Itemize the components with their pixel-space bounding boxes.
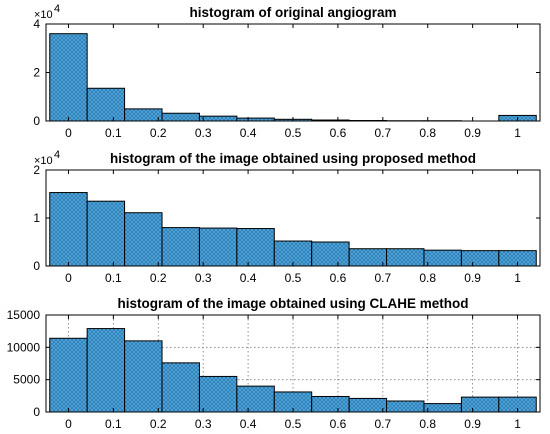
x-tick-label: 0.3	[195, 417, 212, 431]
x-tick-label: 1	[514, 126, 521, 140]
x-tick-label: 0.1	[105, 417, 122, 431]
histogram-bar	[236, 228, 275, 267]
y-tick-label: 15000	[7, 308, 41, 322]
x-tick-label: 0.9	[464, 417, 481, 431]
x-tick-label: 1	[514, 271, 521, 285]
y-tick-label: 10000	[7, 340, 41, 354]
y-axis-multiplier: ×10	[34, 155, 53, 167]
x-tick-label: 0.5	[285, 417, 302, 431]
histogram-bar	[124, 212, 163, 267]
x-tick-label: 0.8	[419, 126, 436, 140]
chart-title: histogram of the image obtained using pr…	[110, 151, 476, 166]
histogram-panel-3: 0 0.1 0.2 0.3 0.4 0.5 0.6 0.7 0.8 0.9 1 0 5000 10000 1…	[7, 296, 541, 431]
x-tick-label: 1	[514, 417, 521, 431]
histogram-bar	[124, 108, 163, 122]
x-tick-label: 0.1	[105, 126, 122, 140]
histogram-bar	[386, 248, 425, 267]
histogram-panel-2: 0 0.1 0.2 0.3 0.4 0.5 0.6 0.7 0.8 0.9 1 0 1 2×10 4 hist…	[33, 149, 541, 285]
histogram-bar	[86, 200, 126, 267]
x-tick-label: 0.2	[150, 271, 167, 285]
histogram-bar	[161, 362, 200, 413]
x-tick-label: 0.6	[330, 271, 347, 285]
x-tick-label: 0	[65, 126, 72, 140]
histogram-bar	[273, 240, 313, 267]
chart-title: histogram of original angiogram	[189, 5, 396, 20]
histogram-bar	[423, 403, 462, 413]
y-axis-multiplier-exponent: 4	[54, 149, 60, 161]
x-tick-label: 0.2	[150, 126, 167, 140]
x-tick-label: 0	[65, 417, 72, 431]
y-tick-label: 2	[33, 66, 40, 80]
histogram-bar	[460, 250, 500, 267]
x-tick-label: 0.4	[240, 417, 257, 431]
histogram-bar	[348, 248, 388, 267]
y-tick-label: 5000	[13, 373, 40, 387]
x-tick-label: 0.7	[374, 417, 391, 431]
x-tick-label: 0.6	[330, 126, 347, 140]
histogram-bar	[124, 340, 163, 413]
x-tick-label: 0.3	[195, 271, 212, 285]
y-tick-label: 2	[33, 163, 40, 177]
x-tick-label: 0.8	[419, 417, 436, 431]
x-tick-label: 0	[65, 271, 72, 285]
y-axis-multiplier-exponent: 4	[54, 3, 60, 15]
histogram-bar	[49, 192, 88, 267]
x-tick-label: 0.6	[330, 417, 347, 431]
x-tick-label: 0.8	[419, 271, 436, 285]
histogram-bar	[311, 241, 350, 267]
x-tick-label: 0.5	[285, 126, 302, 140]
histogram-bar	[423, 249, 462, 267]
histogram-bar	[198, 115, 238, 122]
chart-title: histogram of the image obtained using CL…	[117, 296, 468, 311]
histogram-bar	[236, 385, 275, 413]
y-tick-label: 0	[33, 114, 40, 128]
x-tick-label: 0.7	[374, 126, 391, 140]
x-tick-label: 0.3	[195, 126, 212, 140]
y-tick-label: 1	[33, 211, 40, 225]
histogram-bar	[86, 87, 126, 122]
x-tick-label: 0.4	[240, 271, 257, 285]
histogram-bar	[348, 397, 388, 413]
x-tick-label: 0.1	[105, 271, 122, 285]
x-tick-label: 0.9	[464, 271, 481, 285]
histogram-bar	[198, 375, 238, 413]
plot-area	[46, 24, 540, 121]
histogram-bar	[86, 328, 126, 413]
histogram-panel-1: 0 0.1 0.2 0.3 0.4 0.5 0.6 0.7 0.8 0.9 1 0 2 4×10 4 hist…	[33, 3, 541, 140]
y-tick-label: 0	[33, 259, 40, 273]
y-axis-multiplier: ×10	[34, 9, 53, 21]
histogram-bar	[198, 227, 238, 267]
x-tick-label: 0.7	[374, 271, 391, 285]
y-tick-label: 0	[33, 405, 40, 419]
x-tick-label: 0.5	[285, 271, 302, 285]
histogram-bar	[49, 33, 88, 122]
histogram-bar	[460, 396, 500, 413]
histogram-bar	[161, 227, 200, 267]
histogram-bar	[311, 395, 350, 413]
x-tick-label: 0.2	[150, 417, 167, 431]
y-tick-label: 4	[33, 17, 40, 31]
x-tick-label: 0.4	[240, 126, 257, 140]
histogram-bar	[49, 337, 88, 413]
x-tick-label: 0.9	[464, 126, 481, 140]
histogram-bar	[386, 400, 425, 413]
histogram-bar	[161, 112, 200, 122]
